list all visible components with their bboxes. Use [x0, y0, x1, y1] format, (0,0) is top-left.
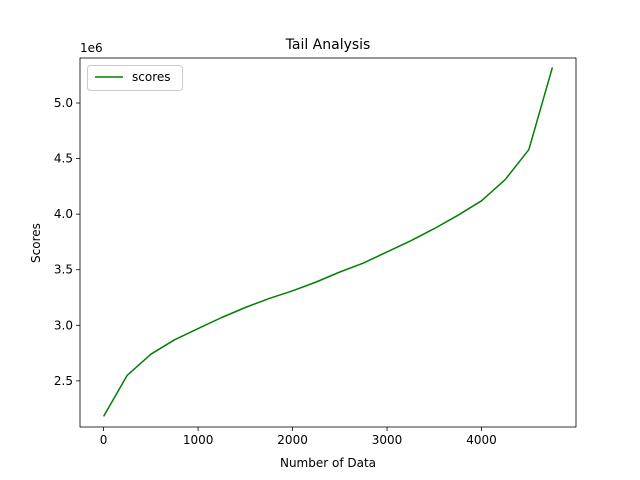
x-tick-label: 0	[100, 433, 108, 447]
series-line-scores	[102, 67, 554, 417]
x-tick-label: 2000	[277, 433, 308, 447]
x-tick-label: 4000	[466, 433, 497, 447]
legend-label: scores	[132, 70, 171, 84]
y-tick-label: 3.5	[54, 263, 73, 277]
x-tick-label: 1000	[183, 433, 214, 447]
x-axis-label: Number of Data	[280, 456, 376, 470]
y-tick-label: 4.5	[54, 152, 73, 166]
chart-title: Tail Analysis	[285, 37, 371, 53]
axes-frame	[79, 57, 577, 428]
legend-box	[87, 65, 183, 91]
y-tick-label: 2.5	[54, 374, 73, 388]
plot-area: 0 1000 2000 3000 4000 2.5 3.0 3.5 4.0 4.5 5.0 score…	[54, 57, 577, 447]
y-tick-label: 4.0	[54, 207, 73, 221]
y-offset-label: 1e6	[80, 41, 103, 55]
x-tick-label: 3000	[372, 433, 403, 447]
y-tick-label: 5.0	[54, 96, 73, 110]
y-tick-label: 3.0	[54, 318, 73, 332]
y-axis-label: Scores	[29, 223, 43, 263]
